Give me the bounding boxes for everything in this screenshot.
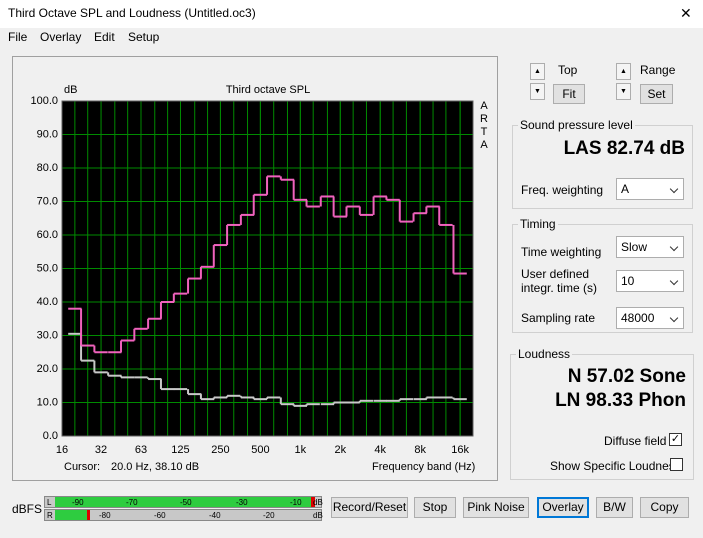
- y-tick-label: 70.0: [37, 195, 58, 207]
- menu-bar: File Overlay Edit Setup: [0, 28, 703, 46]
- x-tick-label: 4k: [374, 444, 386, 456]
- side-label: ARTA: [478, 100, 490, 152]
- y-tick-label: 0.0: [43, 430, 58, 442]
- label: Top: [558, 63, 578, 77]
- label: Time weighting: [521, 245, 602, 259]
- x-tick-label: 32: [95, 444, 107, 456]
- group-box: [510, 354, 694, 480]
- meter-scale: -50: [180, 498, 192, 507]
- channel-label: R: [47, 511, 53, 520]
- label: Range: [640, 63, 676, 77]
- button[interactable]: B/W: [596, 497, 633, 518]
- meter-scale: -80: [99, 511, 111, 520]
- spin-up[interactable]: ▲: [530, 63, 545, 80]
- button[interactable]: Stop: [414, 497, 456, 518]
- spin-down[interactable]: ▼: [530, 83, 545, 100]
- loudness-ln: LN 98.33 Phon: [555, 390, 686, 411]
- cursor-label: Cursor:: [64, 461, 100, 473]
- x-tick-label: 1k: [295, 444, 307, 456]
- button[interactable]: Copy: [640, 497, 689, 518]
- window-title: Third Octave SPL and Loudness (Untitled.…: [8, 6, 256, 20]
- label: Diffuse field: [604, 434, 667, 448]
- spl-reading: LAS 82.74 dB: [563, 138, 685, 159]
- label: Sampling rate: [521, 311, 596, 325]
- y-tick-label: 20.0: [37, 363, 58, 375]
- label: User defined: [521, 267, 590, 281]
- y-tick-label: 100.0: [30, 95, 58, 107]
- meter-peak: [311, 497, 315, 507]
- y-tick-label: 60.0: [37, 229, 58, 241]
- meter-peak: [87, 510, 90, 520]
- x-tick-label: 8k: [414, 444, 426, 456]
- y-tick-label: 10.0: [37, 396, 58, 408]
- plot-border: [61, 100, 474, 437]
- loudness-n: N 57.02 Sone: [567, 366, 686, 387]
- meter-left: L -90 -70 -50 -30 -10 dB: [44, 496, 323, 508]
- meter-scale: dB: [313, 511, 323, 520]
- button[interactable]: Pink Noise: [463, 497, 529, 518]
- spin-down[interactable]: ▼: [616, 83, 631, 100]
- fit-button[interactable]: Fit: [553, 84, 585, 104]
- label: integr. time (s): [521, 281, 598, 295]
- meter-label: dBFS: [12, 502, 43, 516]
- x-axis-label: Frequency band (Hz): [372, 461, 475, 473]
- meter-level: [55, 510, 87, 520]
- dropdown[interactable]: Slow: [616, 236, 684, 258]
- label: Freq. weighting: [521, 183, 604, 197]
- set-button[interactable]: Set: [640, 84, 673, 104]
- x-tick-label: 500: [251, 444, 269, 456]
- button[interactable]: Overlay: [537, 497, 589, 518]
- x-tick-label: 250: [211, 444, 229, 456]
- meter-right: R -80 -60 -40 -20 dB: [44, 509, 323, 521]
- meter-scale: -20: [263, 511, 275, 520]
- x-tick-label: 2k: [334, 444, 346, 456]
- chart: Third octave SPL dB Cursor: 20.0 Hz, 38.…: [30, 84, 475, 473]
- text-input[interactable]: 10: [616, 270, 684, 292]
- close-button[interactable]: ✕: [680, 5, 692, 21]
- y-tick-label: 40.0: [37, 296, 58, 308]
- checkbox[interactable]: [670, 458, 683, 471]
- checkbox[interactable]: ✓: [669, 433, 682, 446]
- channel-label: L: [47, 498, 52, 507]
- dropdown[interactable]: 48000: [616, 307, 684, 329]
- x-tick-label: 16k: [451, 444, 469, 456]
- meter-scale: -90: [72, 498, 84, 507]
- button[interactable]: Record/Reset: [331, 497, 408, 518]
- chart-title: Third octave SPL: [226, 84, 310, 96]
- y-tick-label: 90.0: [37, 128, 58, 140]
- label: Show Specific Loudness: [550, 459, 681, 473]
- spin-up[interactable]: ▲: [616, 63, 631, 80]
- y-tick-label: 50.0: [37, 262, 58, 274]
- y-tick-label: 80.0: [37, 162, 58, 174]
- meter-scale: -10: [290, 498, 302, 507]
- meter-scale: -60: [154, 511, 166, 520]
- group-title: Sound pressure level: [518, 118, 635, 132]
- x-tick-label: 125: [171, 444, 189, 456]
- cursor-value: 20.0 Hz, 38.10 dB: [111, 461, 199, 473]
- y-tick-label: 30.0: [37, 329, 58, 341]
- dropdown[interactable]: A: [616, 178, 684, 200]
- meter-level: [55, 497, 311, 507]
- menu-item[interactable]: Overlay: [40, 30, 82, 44]
- meter-scale: -70: [126, 498, 138, 507]
- title-bar: Third Octave SPL and Loudness (Untitled.…: [0, 0, 703, 28]
- group-title: Loudness: [516, 347, 573, 361]
- x-tick-label: 16: [56, 444, 68, 456]
- meter-scale: dB: [313, 498, 323, 507]
- group-box: [512, 224, 693, 333]
- menu-item[interactable]: Setup: [128, 30, 160, 44]
- meter-scale: -30: [236, 498, 248, 507]
- x-tick-label: 63: [135, 444, 147, 456]
- y-axis-label: dB: [64, 84, 77, 96]
- group-title: Timing: [518, 217, 558, 231]
- menu-item[interactable]: File: [8, 30, 28, 44]
- meter-scale: -40: [209, 511, 221, 520]
- menu-item[interactable]: Edit: [94, 30, 115, 44]
